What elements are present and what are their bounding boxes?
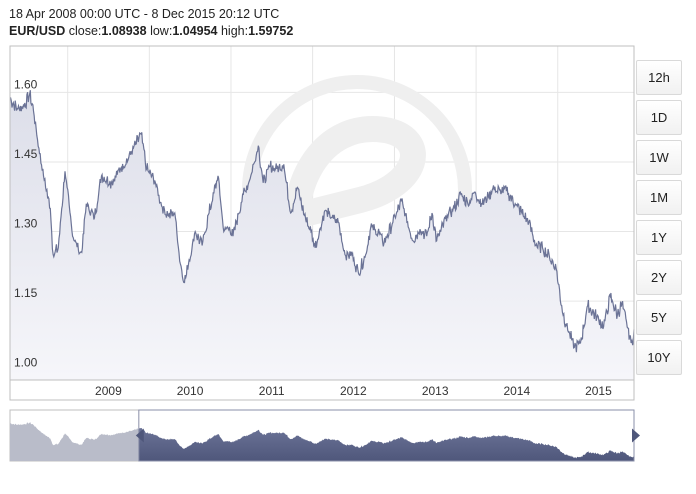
low-value: 1.04954 — [172, 24, 218, 38]
range-button-5y[interactable]: 5Y — [636, 300, 682, 335]
range-button-12h[interactable]: 12h — [636, 60, 682, 95]
symbol-label: EUR/USD — [9, 24, 66, 38]
range-button-1m[interactable]: 1M — [636, 180, 682, 215]
y-tick-label: 1.60 — [14, 77, 38, 91]
x-tick-label: 2014 — [503, 384, 530, 398]
y-axis-labels: 1.60 1.45 1.30 1.15 1.00 — [14, 77, 38, 369]
high-value: 1.59752 — [248, 24, 294, 38]
x-tick-label: 2013 — [422, 384, 449, 398]
range-button-10y[interactable]: 10Y — [636, 340, 682, 375]
range-button-1d[interactable]: 1D — [636, 100, 682, 135]
x-tick-label: 2009 — [95, 384, 122, 398]
close-value: 1.08938 — [101, 24, 147, 38]
date-range-text: 18 Apr 2008 00:00 UTC - 8 Dec 2015 20:12… — [9, 7, 280, 21]
low-label: low: — [150, 24, 173, 38]
x-tick-label: 2012 — [340, 384, 367, 398]
x-axis-labels: 2009 2010 2011 2012 2013 2014 2015 — [95, 384, 612, 398]
high-label: high: — [220, 24, 249, 38]
range-button-1y[interactable]: 1Y — [636, 220, 682, 255]
y-tick-label: 1.15 — [14, 286, 38, 300]
plot-border — [9, 45, 635, 401]
price-line — [9, 90, 635, 353]
x-tick-label: 2010 — [177, 384, 204, 398]
range-button-2y[interactable]: 2Y — [636, 260, 682, 295]
range-selector: 12h 1D 1W 1M 1Y 2Y 5Y 10Y — [636, 60, 684, 380]
price-area-fill — [10, 90, 634, 380]
close-label: close: — [68, 24, 102, 38]
x-tick-label: 2011 — [259, 384, 285, 398]
y-tick-label: 1.00 — [14, 356, 38, 370]
y-tick-label: 1.45 — [14, 147, 38, 161]
quote-summary: EUR/USD close:1.08938 low:1.04954 high:1… — [9, 23, 293, 40]
chart-header: 18 Apr 2008 00:00 UTC - 8 Dec 2015 20:12… — [9, 6, 293, 40]
range-button-1w[interactable]: 1W — [636, 140, 682, 175]
x-tick-label: 2015 — [585, 384, 612, 398]
y-tick-label: 1.30 — [14, 217, 38, 231]
